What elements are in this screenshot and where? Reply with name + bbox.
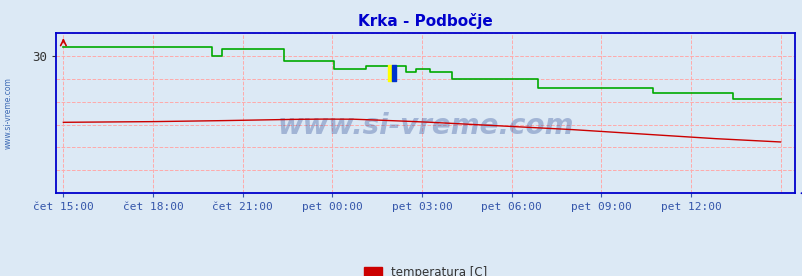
Title: Krka - Podbočje: Krka - Podbočje (358, 13, 492, 29)
Text: www.si-vreme.com: www.si-vreme.com (4, 77, 13, 149)
Legend: temperatura [C], pretok [m3/s]: temperatura [C], pretok [m3/s] (358, 261, 492, 276)
Text: www.si-vreme.com: www.si-vreme.com (277, 112, 573, 140)
